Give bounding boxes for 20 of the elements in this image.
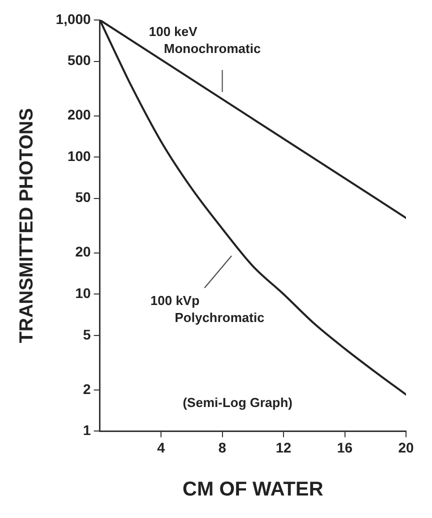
annotation: 100 kVp Polychromatic	[150, 292, 264, 325]
x-axis-title: CM OF WATER	[182, 478, 324, 501]
x-tick-label: 20	[398, 439, 414, 456]
y-tick-label: 50	[75, 189, 92, 206]
y-tick-label: 20	[75, 244, 92, 260]
y-tick-label: 200	[67, 106, 92, 123]
y-tick-label: 5	[83, 326, 92, 342]
y-tick-label: 1,000	[56, 10, 92, 27]
y-tick-label: 2	[83, 380, 92, 397]
y-axis-title: TRANSMITTED PHOTONS	[16, 108, 38, 344]
annotation: (Semi-Log Graph)	[182, 394, 292, 410]
x-tick-label: 12	[276, 439, 292, 456]
y-tick-label: 1	[83, 422, 92, 438]
x-tick-label: 4	[157, 439, 166, 456]
annotation: 100 keV Monochromatic	[148, 24, 261, 56]
y-tick-label: 100	[67, 148, 92, 164]
y-tick-label: 500	[67, 52, 92, 68]
y-tick-label: 10	[75, 284, 92, 301]
x-tick-label: 8	[218, 439, 226, 456]
x-tick-label: 16	[336, 439, 353, 456]
